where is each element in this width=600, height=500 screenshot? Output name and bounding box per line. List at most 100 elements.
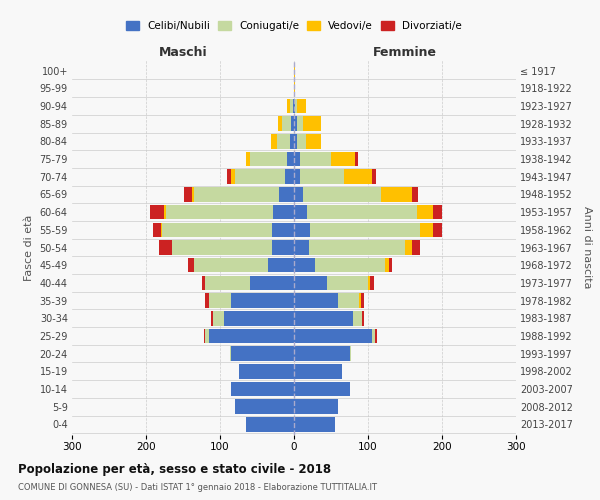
- Bar: [154, 222, 161, 237]
- Bar: [368, 276, 370, 290]
- Bar: [235, 400, 294, 414]
- Bar: [294, 187, 303, 202]
- Bar: [297, 98, 306, 113]
- Bar: [389, 258, 392, 272]
- Bar: [344, 170, 373, 184]
- Bar: [273, 205, 294, 220]
- Bar: [300, 170, 344, 184]
- Text: COMUNE DI GONNESA (SU) - Dati ISTAT 1° gennaio 2018 - Elaborazione TUTTITALIA.IT: COMUNE DI GONNESA (SU) - Dati ISTAT 1° g…: [18, 484, 377, 492]
- Bar: [412, 240, 420, 255]
- Bar: [349, 346, 351, 361]
- Bar: [205, 276, 250, 290]
- Bar: [239, 364, 294, 378]
- Bar: [192, 187, 194, 202]
- Bar: [290, 98, 293, 113]
- Bar: [294, 346, 349, 361]
- Bar: [268, 258, 294, 272]
- Bar: [172, 240, 272, 255]
- Bar: [300, 152, 331, 166]
- Bar: [338, 294, 359, 308]
- Bar: [417, 205, 433, 220]
- Bar: [294, 222, 310, 237]
- Bar: [246, 417, 294, 432]
- Bar: [194, 258, 268, 272]
- Bar: [372, 328, 376, 343]
- Bar: [295, 98, 297, 113]
- Text: Maschi: Maschi: [158, 46, 208, 59]
- Bar: [287, 98, 290, 113]
- Legend: Celibi/Nubili, Coniugati/e, Vedovi/e, Divorziati/e: Celibi/Nubili, Coniugati/e, Vedovi/e, Di…: [122, 16, 466, 35]
- Bar: [294, 364, 342, 378]
- Bar: [362, 311, 364, 326]
- Bar: [433, 222, 442, 237]
- Bar: [294, 64, 295, 78]
- Bar: [188, 258, 194, 272]
- Bar: [294, 170, 300, 184]
- Bar: [272, 222, 294, 237]
- Bar: [294, 98, 295, 113]
- Bar: [294, 205, 307, 220]
- Bar: [433, 205, 442, 220]
- Bar: [359, 294, 361, 308]
- Bar: [294, 258, 315, 272]
- Bar: [291, 116, 294, 131]
- Bar: [294, 134, 297, 148]
- Bar: [285, 170, 294, 184]
- Bar: [272, 240, 294, 255]
- Bar: [294, 400, 338, 414]
- Bar: [209, 328, 294, 343]
- Bar: [271, 134, 277, 148]
- Bar: [294, 276, 328, 290]
- Bar: [184, 187, 192, 202]
- Bar: [161, 222, 162, 237]
- Bar: [194, 187, 279, 202]
- Bar: [164, 205, 166, 220]
- Bar: [204, 328, 205, 343]
- Bar: [224, 311, 294, 326]
- Bar: [309, 240, 405, 255]
- Bar: [278, 116, 282, 131]
- Bar: [297, 134, 306, 148]
- Bar: [227, 170, 231, 184]
- Bar: [151, 205, 164, 220]
- Bar: [420, 222, 433, 237]
- Bar: [279, 187, 294, 202]
- Bar: [205, 328, 209, 343]
- Text: Femmine: Femmine: [373, 46, 437, 59]
- Bar: [303, 187, 380, 202]
- Bar: [373, 170, 376, 184]
- Bar: [231, 382, 294, 396]
- Bar: [293, 98, 294, 113]
- Bar: [331, 152, 355, 166]
- Y-axis label: Fasce di età: Fasce di età: [24, 214, 34, 280]
- Bar: [307, 205, 417, 220]
- Bar: [310, 222, 420, 237]
- Bar: [294, 311, 353, 326]
- Bar: [355, 152, 358, 166]
- Bar: [211, 311, 212, 326]
- Bar: [231, 294, 294, 308]
- Bar: [294, 328, 372, 343]
- Bar: [385, 258, 389, 272]
- Bar: [370, 276, 374, 290]
- Bar: [380, 187, 412, 202]
- Bar: [250, 152, 287, 166]
- Bar: [294, 294, 338, 308]
- Bar: [231, 346, 294, 361]
- Bar: [290, 134, 294, 148]
- Bar: [277, 134, 290, 148]
- Bar: [235, 170, 285, 184]
- Bar: [166, 205, 273, 220]
- Bar: [230, 346, 231, 361]
- Bar: [294, 382, 349, 396]
- Bar: [294, 240, 309, 255]
- Bar: [250, 276, 294, 290]
- Bar: [303, 116, 322, 131]
- Bar: [205, 294, 209, 308]
- Text: Popolazione per età, sesso e stato civile - 2018: Popolazione per età, sesso e stato civil…: [18, 462, 331, 475]
- Bar: [315, 258, 385, 272]
- Bar: [412, 187, 418, 202]
- Y-axis label: Anni di nascita: Anni di nascita: [583, 206, 592, 289]
- Bar: [212, 311, 224, 326]
- Bar: [282, 116, 291, 131]
